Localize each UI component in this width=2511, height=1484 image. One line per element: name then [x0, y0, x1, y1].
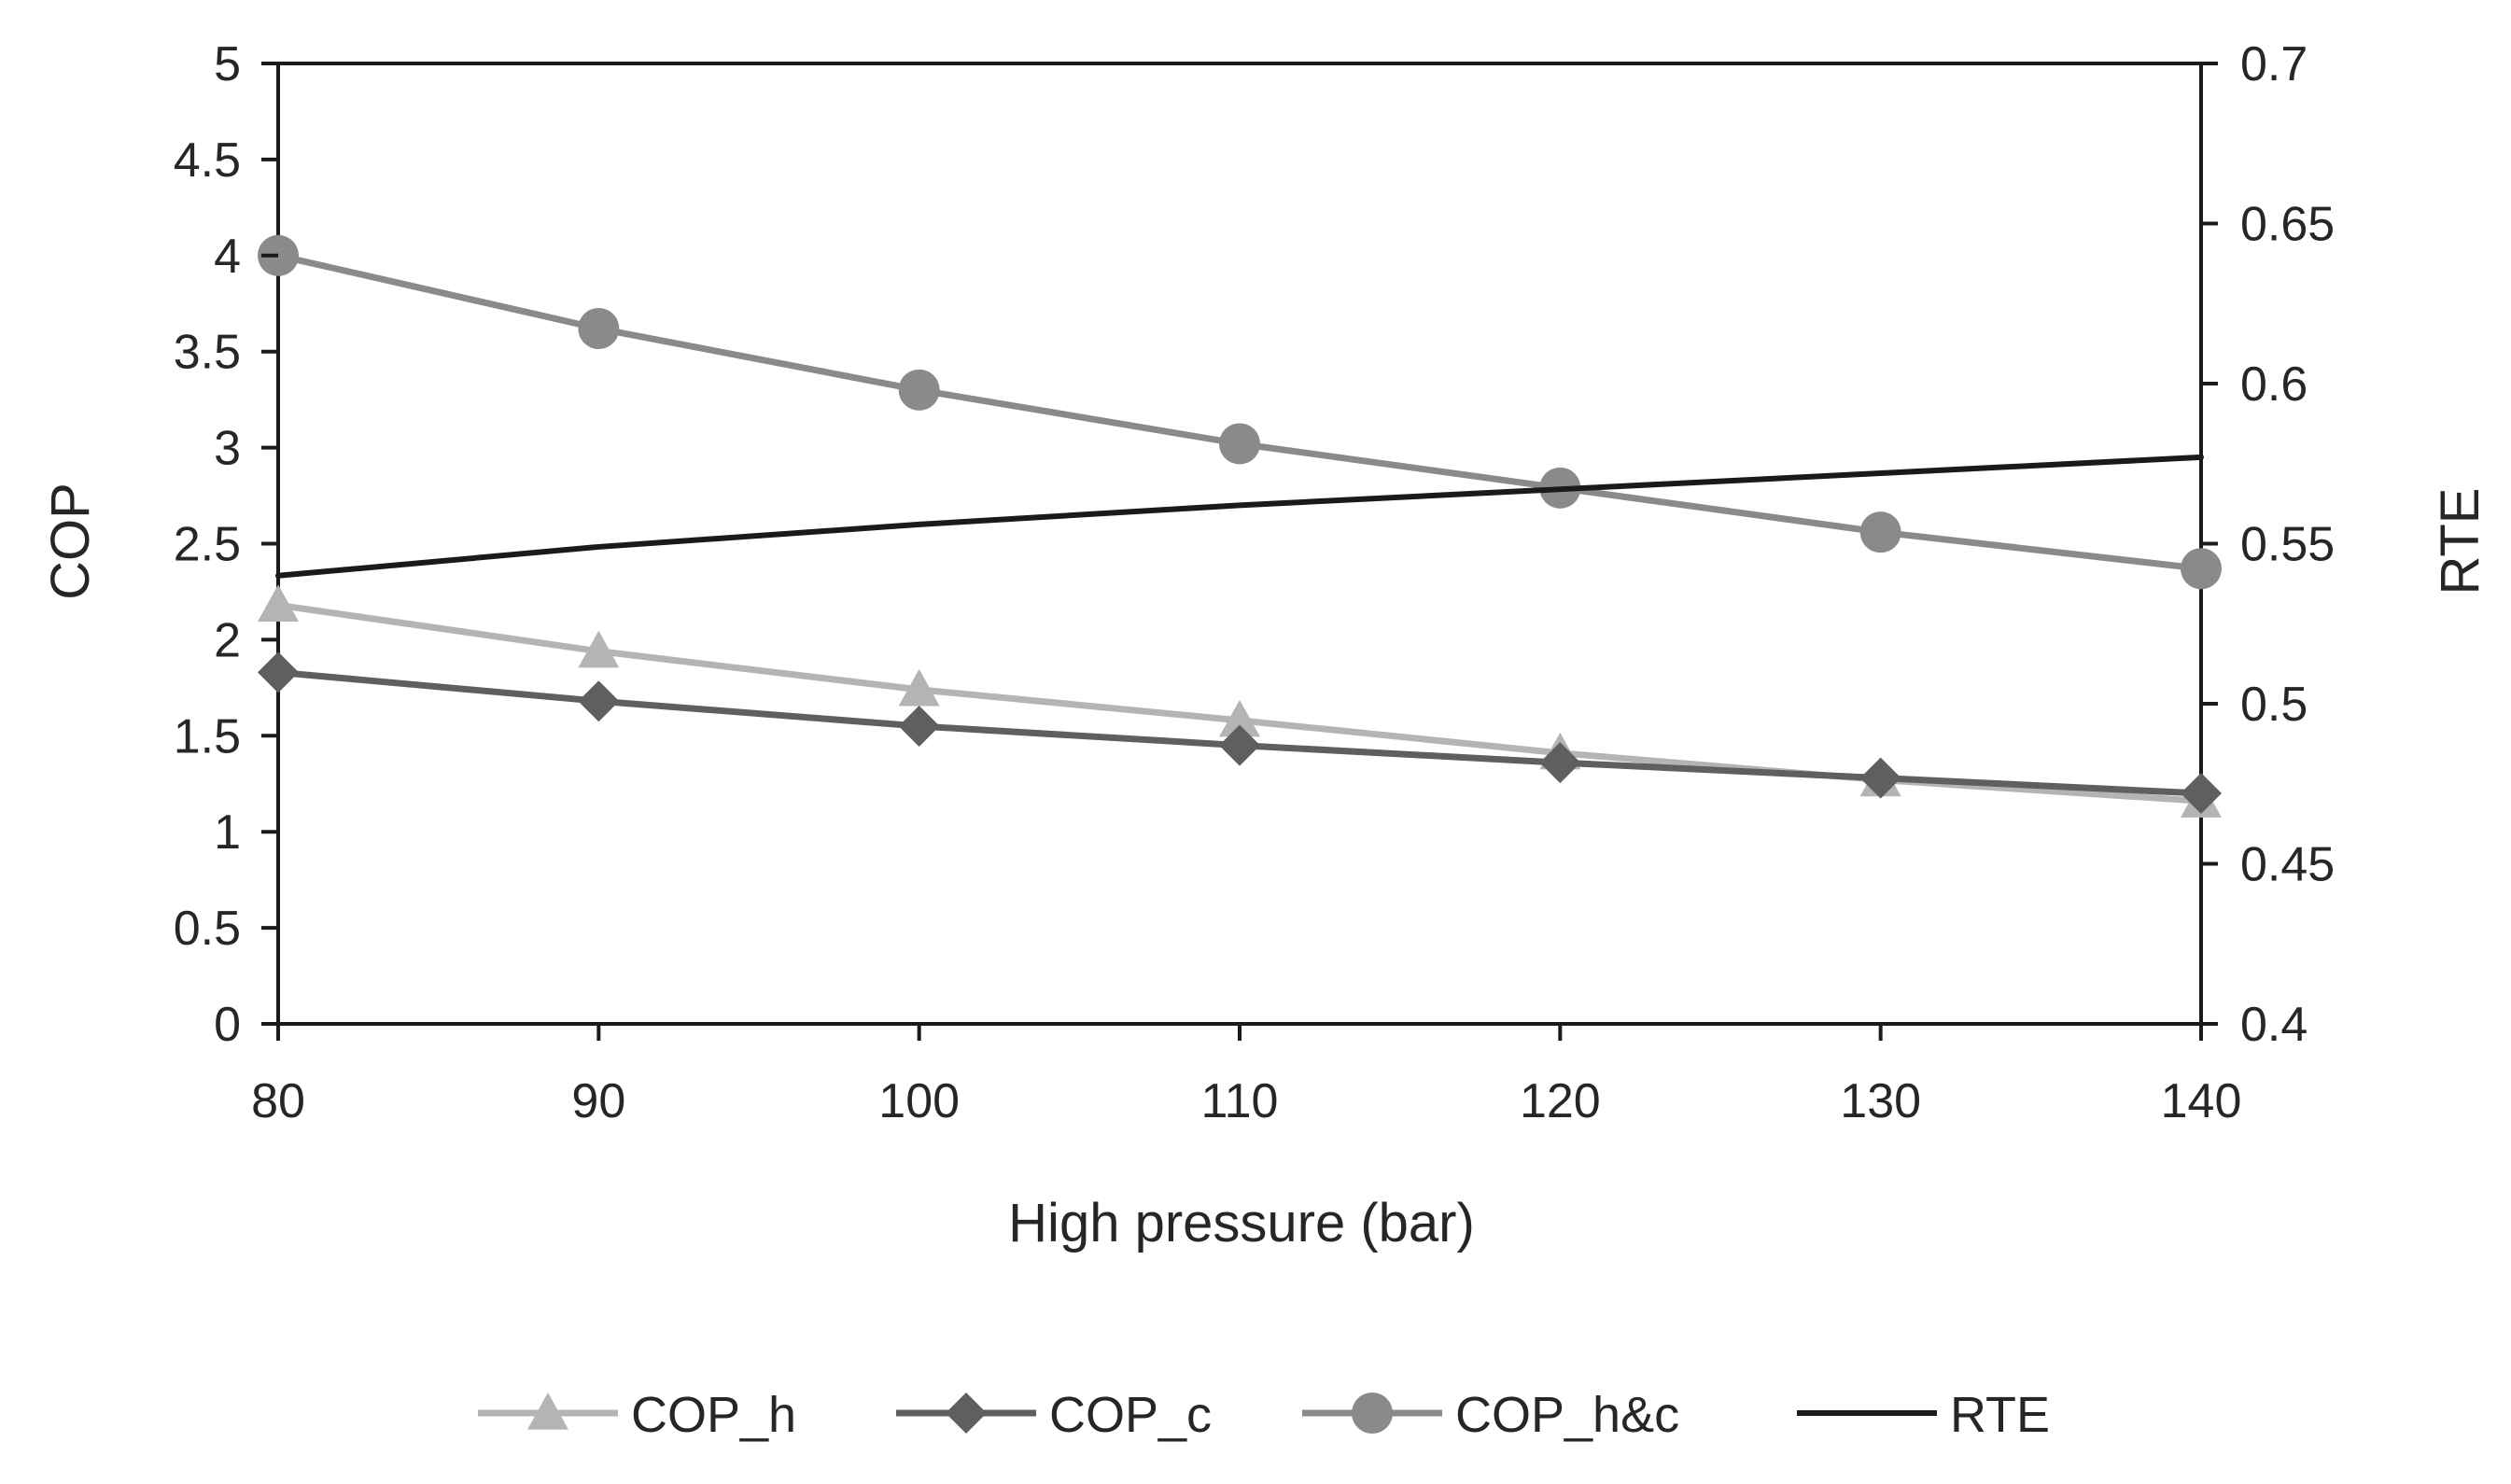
y-tick-label-right: 0.7	[2240, 37, 2308, 91]
data-point-cop-h	[258, 584, 299, 622]
y-tick-label-right: 0.55	[2240, 518, 2335, 572]
x-tick-label: 110	[1201, 1074, 1279, 1128]
y-tick-label-left: 5	[214, 37, 241, 91]
x-tick-label: 100	[878, 1074, 960, 1128]
data-point-cop-c	[1539, 742, 1581, 784]
legend-item-rte: RTE	[1797, 1387, 2050, 1443]
data-point-cop-h-c	[898, 369, 940, 411]
series-line-rte	[275, 454, 2204, 579]
y-tick-label-right: 0.5	[2240, 678, 2308, 732]
x-tick-label: 130	[1840, 1074, 1921, 1128]
data-point-cop-c	[578, 680, 620, 722]
y-tick-label-left: 3	[214, 422, 241, 476]
legend-swatch-marker	[1352, 1393, 1393, 1434]
y-axis-title-right: RTE	[2430, 488, 2490, 595]
x-axis-title: High pressure (bar)	[1008, 1193, 1475, 1253]
legend-item-cop-c: COP_c	[896, 1387, 1212, 1443]
legend-swatch-marker	[527, 1393, 568, 1430]
x-tick-label: 140	[2161, 1074, 2242, 1128]
legend-label: COP_h&c	[1455, 1387, 1679, 1443]
plot-frame	[276, 62, 2203, 1026]
y-axis-title-left: COP	[40, 483, 101, 600]
legend-label: COP_c	[1049, 1387, 1212, 1443]
y-tick-label-right: 0.65	[2240, 198, 2335, 252]
y-tick-label-left: 4	[214, 230, 241, 284]
legend-item-cop-h-c: COP_h&c	[1302, 1387, 1679, 1443]
y-tick-label-right: 0.45	[2240, 838, 2335, 892]
y-tick-label-left: 1	[214, 805, 241, 860]
data-point-cop-h-c	[1859, 511, 1901, 553]
y-tick-label-left: 0.5	[174, 902, 241, 956]
data-point-cop-h-c	[1219, 423, 1260, 465]
data-point-cop-c	[2181, 773, 2222, 815]
data-point-cop-h	[898, 668, 940, 707]
data-point-cop-c	[1859, 757, 1901, 799]
data-point-cop-c	[1219, 724, 1260, 766]
x-tick-label: 90	[571, 1074, 625, 1128]
y-tick-label-left: 3.5	[174, 326, 241, 380]
y-tick-label-right: 0.6	[2240, 357, 2308, 412]
x-tick-label: 120	[1520, 1074, 1601, 1128]
y-tick-label-right: 0.4	[2240, 998, 2308, 1052]
y-tick-label-left: 1.5	[174, 709, 241, 763]
legend-label: RTE	[1950, 1387, 2050, 1443]
data-point-cop-h	[578, 630, 620, 668]
y-tick-label-left: 2	[214, 613, 241, 667]
data-point-cop-h-c	[2181, 548, 2222, 590]
y-tick-label-left: 2.5	[174, 518, 241, 572]
y-tick-label-left: 0	[214, 998, 241, 1052]
series-line-cop-h-c	[274, 252, 2205, 572]
legend-swatch-marker	[946, 1393, 987, 1434]
legend-label: COP_h	[631, 1387, 796, 1443]
legend: COP_h COP_c COP_h&c RTE	[478, 1387, 2050, 1443]
legend-item-cop-h: COP_h	[478, 1387, 796, 1443]
data-point-cop-c	[898, 706, 940, 748]
x-tick-label: 80	[251, 1074, 305, 1128]
data-point-cop-h-c	[578, 308, 620, 350]
data-point-cop-c	[258, 651, 299, 693]
y-tick-label-left: 4.5	[174, 133, 241, 188]
data-point-cop-h	[1219, 699, 1260, 737]
